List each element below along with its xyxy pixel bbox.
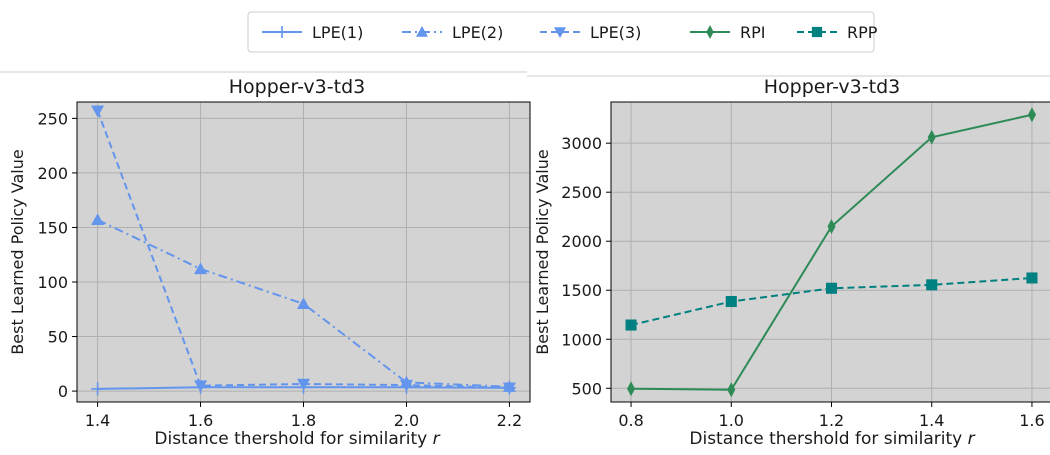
- data-point-rpi: [827, 219, 836, 234]
- data-point-rpi: [727, 382, 736, 398]
- data-point-lpe2: [91, 213, 105, 226]
- y-tick-label: 500: [571, 379, 602, 398]
- legend-entry-lpe1: LPE(1): [262, 23, 363, 42]
- legend-entry-lpe3: LPE(3): [540, 23, 641, 42]
- y-tick-label: 2000: [561, 232, 602, 251]
- x-tick-label: 1.2: [819, 411, 844, 430]
- x-tick-label: 1.6: [188, 411, 213, 430]
- x-tick-label: 2.0: [394, 411, 419, 430]
- data-point-lpe3: [91, 105, 105, 118]
- legend-label: LPE(1): [312, 23, 363, 42]
- data-point-lpe3: [194, 380, 208, 393]
- y-tick-label: 2500: [561, 183, 602, 202]
- legend-entry-rpp: RPP: [797, 23, 878, 42]
- y-tick-label: 3000: [561, 134, 602, 153]
- data-point-lpe3: [297, 378, 310, 391]
- y-tick-label: 100: [37, 273, 68, 292]
- data-point-rpp: [725, 295, 737, 308]
- chart-title: Hopper-v3-td3: [229, 76, 365, 98]
- x-tick-label: 1.8: [291, 411, 316, 430]
- y-tick-label: 250: [37, 109, 68, 128]
- x-tick-label: 1.6: [1019, 411, 1044, 430]
- x-axis-label: Distance thershold for similarity r: [689, 429, 975, 449]
- x-tick-label: 1.0: [719, 411, 744, 430]
- x-tick-label: 1.4: [85, 411, 110, 430]
- x-tick-label: 0.8: [618, 411, 643, 430]
- legend-label: LPE(2): [452, 23, 503, 42]
- y-tick-label: 50: [48, 328, 68, 347]
- y-tick-label: 0: [58, 382, 68, 401]
- data-point-rpp: [625, 319, 637, 331]
- chart-title: Hopper-v3-td3: [764, 76, 900, 98]
- series-rpp: [625, 272, 1038, 331]
- chart-rpi-rpp: Hopper-v3-td3 0.8 1.0 1.2 1.4 1.6 500 1000 1500…: [533, 76, 1050, 449]
- legend-entry-rpi: RPI: [690, 23, 765, 42]
- data-point-rpp: [825, 282, 838, 294]
- data-point-lpe1: [91, 382, 105, 396]
- legend-entry-lpe2: LPE(2): [402, 23, 503, 42]
- plot-area: [611, 102, 1050, 402]
- data-point-rpp: [926, 279, 938, 291]
- x-axis-label: Distance thershold for similarity r: [154, 429, 440, 449]
- legend-marker: [706, 25, 714, 39]
- legend-marker: [276, 26, 288, 38]
- x-tick-label: 2.2: [497, 411, 522, 430]
- legend: LPE(1) LPE(2) LPE(3) RPI RPP: [247, 11, 878, 53]
- series-lpe3: [91, 105, 516, 395]
- data-point-lpe3: [502, 382, 516, 395]
- y-tick-label: 150: [37, 218, 68, 237]
- data-point-rpi: [927, 129, 936, 145]
- legend-label: LPE(3): [590, 23, 641, 42]
- y-tick-label: 200: [37, 164, 68, 183]
- legend-label: RPP: [847, 23, 878, 42]
- series-rpi: [627, 107, 1036, 398]
- data-point-rpi: [627, 381, 636, 397]
- y-tick-label: 1500: [561, 281, 602, 300]
- chart-lpe: Hopper-v3-td3 1.4 1.6 1.8 2.0 2.2 0 50 100 150 20…: [8, 76, 531, 449]
- legend-marker: [554, 27, 566, 38]
- legend-label: RPI: [740, 23, 765, 42]
- data-point-lpe2: [297, 297, 310, 310]
- data-point-rpp: [1026, 272, 1038, 284]
- data-point-lpe3: [399, 379, 413, 392]
- legend-marker: [811, 26, 823, 38]
- legend-marker: [416, 26, 428, 37]
- y-tick-label: 1000: [561, 330, 602, 349]
- x-tick-label: 1.4: [919, 411, 944, 430]
- y-axis-label: Best Learned Policy Value: [533, 149, 552, 354]
- data-point-rpi: [1027, 107, 1036, 123]
- data-point-lpe2: [194, 262, 208, 275]
- y-axis-label: Best Learned Policy Value: [8, 149, 27, 354]
